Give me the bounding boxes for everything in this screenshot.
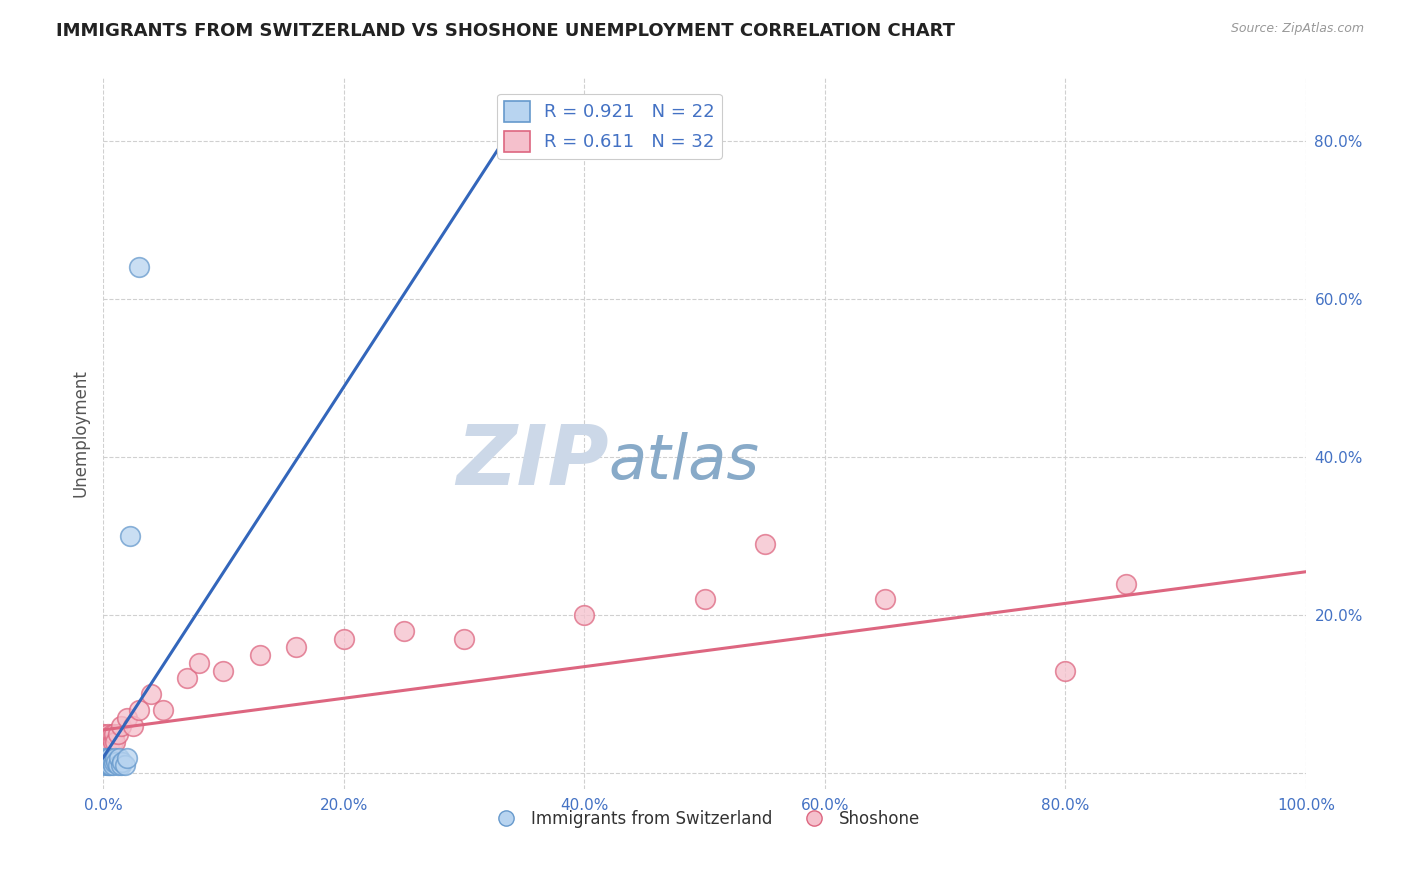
- Point: [93, 735, 115, 749]
- Point: [94, 755, 117, 769]
- Point: [94, 742, 117, 756]
- Point: [453, 632, 475, 646]
- Point: [176, 672, 198, 686]
- Point: [754, 537, 776, 551]
- Point: [107, 727, 129, 741]
- Point: [104, 750, 127, 764]
- Point: [114, 758, 136, 772]
- Point: [111, 755, 134, 769]
- Point: [284, 640, 307, 654]
- Point: [122, 719, 145, 733]
- Y-axis label: Unemployment: Unemployment: [72, 369, 89, 497]
- Point: [118, 529, 141, 543]
- Point: [97, 750, 120, 764]
- Point: [107, 758, 129, 772]
- Point: [96, 755, 118, 769]
- Point: [212, 664, 235, 678]
- Text: Source: ZipAtlas.com: Source: ZipAtlas.com: [1230, 22, 1364, 36]
- Point: [574, 608, 596, 623]
- Point: [98, 735, 121, 749]
- Point: [101, 758, 124, 772]
- Text: ZIP: ZIP: [456, 421, 609, 502]
- Point: [141, 687, 163, 701]
- Point: [98, 758, 121, 772]
- Point: [107, 750, 129, 764]
- Point: [91, 758, 114, 772]
- Point: [96, 758, 118, 772]
- Point: [115, 750, 138, 764]
- Point: [104, 735, 127, 749]
- Text: IMMIGRANTS FROM SWITZERLAND VS SHOSHONE UNEMPLOYMENT CORRELATION CHART: IMMIGRANTS FROM SWITZERLAND VS SHOSHONE …: [56, 22, 955, 40]
- Point: [97, 727, 120, 741]
- Point: [110, 758, 132, 772]
- Point: [98, 742, 121, 756]
- Point: [100, 727, 122, 741]
- Point: [96, 735, 118, 749]
- Point: [128, 260, 150, 275]
- Point: [100, 755, 122, 769]
- Point: [105, 755, 128, 769]
- Point: [249, 648, 271, 662]
- Point: [152, 703, 174, 717]
- Point: [103, 727, 125, 741]
- Point: [91, 727, 114, 741]
- Legend: Immigrants from Switzerland, Shoshone: Immigrants from Switzerland, Shoshone: [482, 803, 927, 834]
- Point: [93, 750, 115, 764]
- Point: [693, 592, 716, 607]
- Point: [115, 711, 138, 725]
- Point: [1115, 576, 1137, 591]
- Text: atlas: atlas: [609, 432, 759, 491]
- Point: [98, 750, 121, 764]
- Point: [98, 758, 121, 772]
- Point: [128, 703, 150, 717]
- Point: [101, 735, 124, 749]
- Point: [1054, 664, 1077, 678]
- Point: [392, 624, 415, 638]
- Point: [332, 632, 354, 646]
- Point: [110, 719, 132, 733]
- Point: [103, 755, 125, 769]
- Point: [188, 656, 211, 670]
- Point: [873, 592, 896, 607]
